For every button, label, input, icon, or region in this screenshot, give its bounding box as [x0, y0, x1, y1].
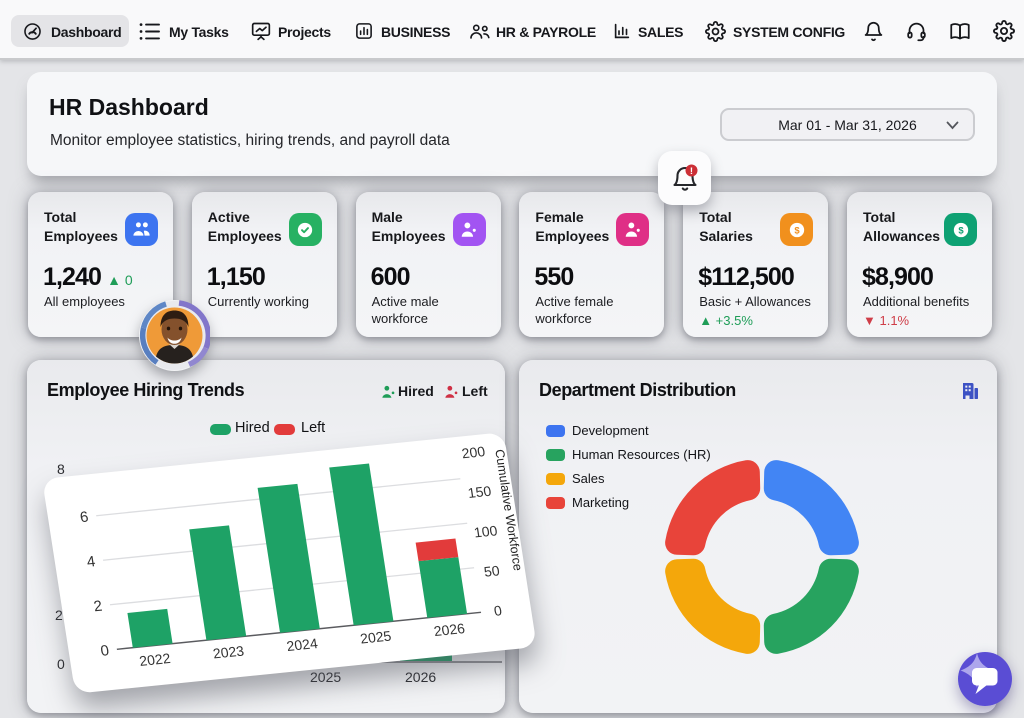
svg-text:2: 2 [92, 598, 103, 616]
svg-text:0: 0 [493, 602, 503, 619]
svg-text:50: 50 [483, 562, 501, 579]
svg-text:0: 0 [99, 642, 110, 660]
svg-text:200: 200 [461, 443, 487, 461]
svg-text:2025: 2025 [359, 628, 393, 647]
svg-text:$: $ [794, 225, 800, 236]
svg-text:2023: 2023 [212, 643, 246, 662]
svg-text:$: $ [958, 225, 964, 236]
svg-text:!: ! [689, 166, 692, 177]
svg-text:2026: 2026 [433, 620, 467, 639]
svg-text:4: 4 [86, 553, 97, 571]
svg-text:2024: 2024 [285, 635, 319, 654]
svg-text:150: 150 [467, 483, 493, 501]
svg-text:100: 100 [473, 522, 499, 540]
svg-text:2022: 2022 [138, 650, 172, 669]
svg-text:6: 6 [79, 509, 90, 527]
